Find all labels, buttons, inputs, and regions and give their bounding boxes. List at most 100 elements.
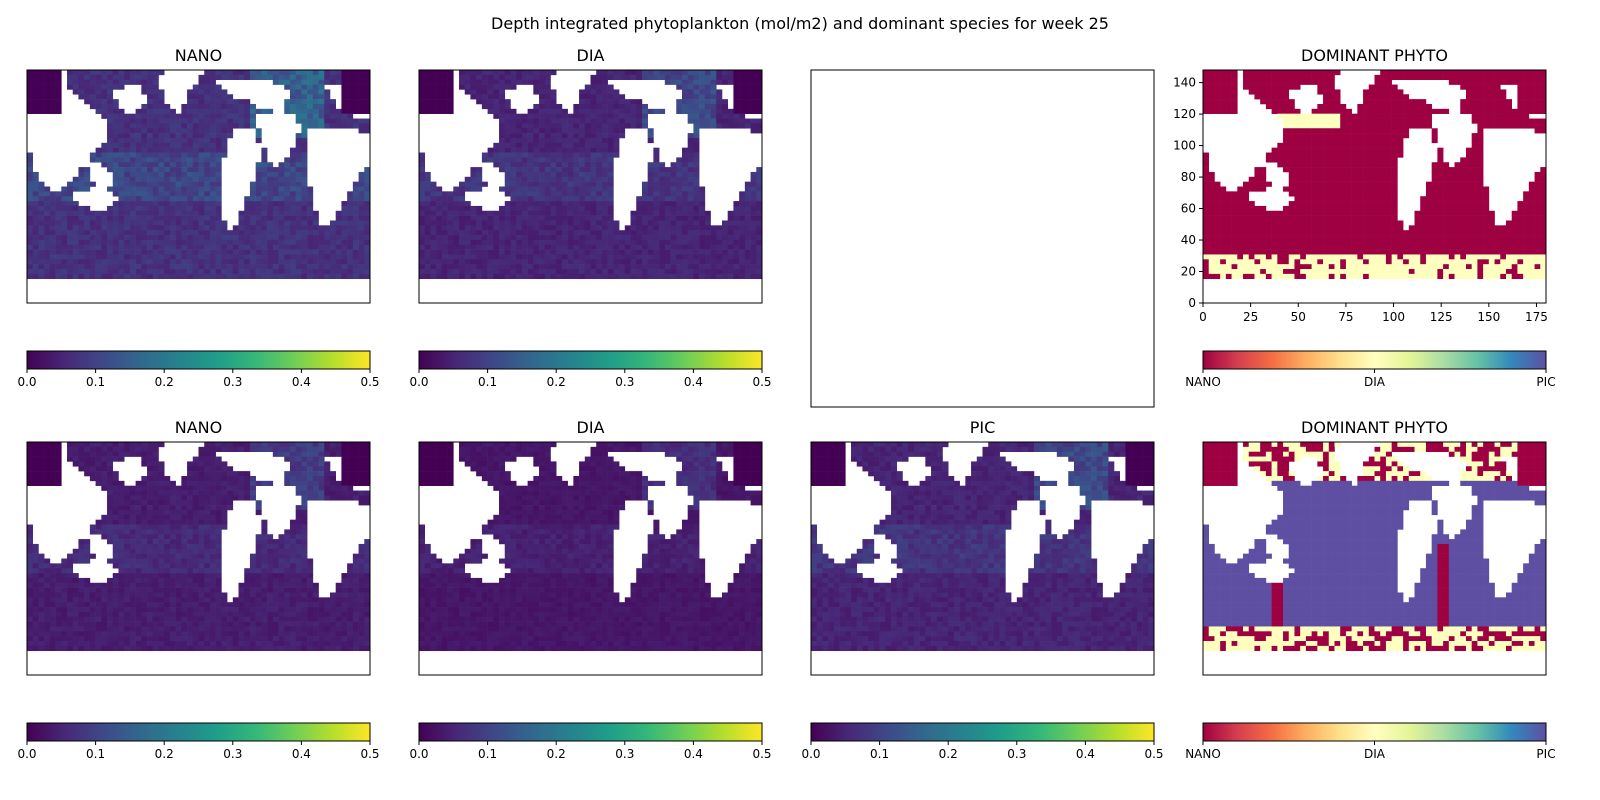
heatmap-cell <box>301 167 308 173</box>
heatmap-cell <box>539 191 546 197</box>
heatmap-cell <box>687 157 694 163</box>
heatmap-cell <box>750 259 757 265</box>
heatmap-cell <box>341 89 348 95</box>
heatmap-cell <box>129 118 136 124</box>
heatmap-cell <box>573 210 580 216</box>
heatmap-cell <box>158 259 165 265</box>
heatmap-cell <box>181 269 188 275</box>
heatmap-cell <box>169 239 176 246</box>
heatmap-cell <box>152 128 159 134</box>
heatmap-cell <box>493 113 500 119</box>
heatmap-cell <box>175 133 182 139</box>
heatmap-cell <box>204 225 211 231</box>
heatmap-cell <box>1471 162 1478 168</box>
heatmap-cell <box>670 74 677 80</box>
heatmap-cell <box>1483 210 1490 216</box>
heatmap-cell <box>164 196 171 202</box>
heatmap-cell <box>567 181 574 187</box>
heatmap-cell <box>1534 205 1541 212</box>
heatmap-cell <box>527 162 534 168</box>
heatmap-cell <box>681 103 688 110</box>
heatmap-cell <box>590 225 597 231</box>
heatmap-cell <box>364 176 371 182</box>
heatmap-cell <box>1403 133 1410 139</box>
heatmap-cell <box>1397 113 1404 119</box>
heatmap-cell <box>352 225 359 231</box>
heatmap-cell <box>539 137 546 144</box>
heatmap-cell <box>1523 210 1530 216</box>
heatmap-cell <box>459 196 466 202</box>
heatmap-cell <box>579 210 586 216</box>
heatmap-cell <box>1334 191 1341 197</box>
heatmap-cell <box>141 186 148 192</box>
heatmap-cell <box>44 215 51 221</box>
heatmap-cell <box>261 74 268 80</box>
heatmap-cell <box>1448 196 1455 202</box>
heatmap-cell <box>527 239 534 246</box>
heatmap-cell <box>44 254 51 260</box>
heatmap-cell <box>727 239 734 246</box>
heatmap-cell <box>221 137 228 144</box>
heatmap-cell <box>613 70 620 76</box>
heatmap-cell <box>1283 94 1290 100</box>
heatmap-cell <box>1528 205 1535 212</box>
heatmap-cell <box>647 249 654 255</box>
heatmap-cell <box>1443 171 1450 178</box>
heatmap-cell <box>89 249 96 255</box>
heatmap-cell <box>289 147 296 153</box>
heatmap-cell <box>301 254 308 260</box>
heatmap-cell <box>1260 167 1267 173</box>
heatmap-cell <box>459 181 466 187</box>
heatmap-cell <box>641 230 648 236</box>
heatmap-cell <box>295 225 302 231</box>
heatmap-cell <box>307 249 314 255</box>
heatmap-cell <box>227 128 234 134</box>
heatmap-cell <box>510 157 517 163</box>
heatmap-cell <box>358 74 365 80</box>
heatmap-cell <box>441 201 448 207</box>
heatmap-cell <box>175 230 182 236</box>
heatmap-cell <box>601 244 608 250</box>
heatmap-cell <box>441 70 448 76</box>
heatmap-cell <box>1340 191 1347 197</box>
heatmap-cell <box>232 70 239 76</box>
heatmap-cell <box>750 186 757 192</box>
heatmap-cell <box>147 273 154 280</box>
heatmap-cell <box>476 181 483 187</box>
heatmap-cell <box>424 70 431 76</box>
heatmap-cell <box>699 94 706 100</box>
heatmap-cell <box>238 118 245 124</box>
heatmap-cell <box>1385 191 1392 197</box>
heatmap-cell <box>129 210 136 216</box>
heatmap-cell <box>112 249 119 255</box>
heatmap-cell <box>278 167 285 173</box>
heatmap-cell <box>1534 74 1541 80</box>
heatmap-cell <box>312 210 319 216</box>
heatmap-cell <box>739 74 746 80</box>
heatmap-cell <box>1528 99 1535 105</box>
heatmap-cell <box>341 230 348 236</box>
heatmap-cell <box>693 94 700 100</box>
heatmap-cell <box>619 123 626 129</box>
heatmap-cell <box>55 249 62 255</box>
heatmap-cell <box>750 79 757 85</box>
heatmap-cell <box>1540 103 1547 110</box>
heatmap-cell <box>607 249 614 255</box>
heatmap-cell <box>704 99 711 105</box>
heatmap-cell <box>209 94 216 100</box>
heatmap-cell <box>55 103 62 110</box>
heatmap-cell <box>733 244 740 250</box>
heatmap-cell <box>147 244 154 250</box>
heatmap-cell <box>312 89 319 95</box>
heatmap-cell <box>84 215 91 221</box>
heatmap-cell <box>1214 103 1221 110</box>
heatmap-cell <box>567 167 574 173</box>
heatmap-cell <box>1517 84 1524 90</box>
heatmap-cell <box>756 273 763 280</box>
heatmap-cell <box>647 70 654 76</box>
heatmap-cell <box>147 239 154 246</box>
heatmap-cell <box>1305 171 1312 178</box>
heatmap-cell <box>129 147 136 153</box>
heatmap-cell <box>278 244 285 250</box>
heatmap-cell <box>607 230 614 236</box>
